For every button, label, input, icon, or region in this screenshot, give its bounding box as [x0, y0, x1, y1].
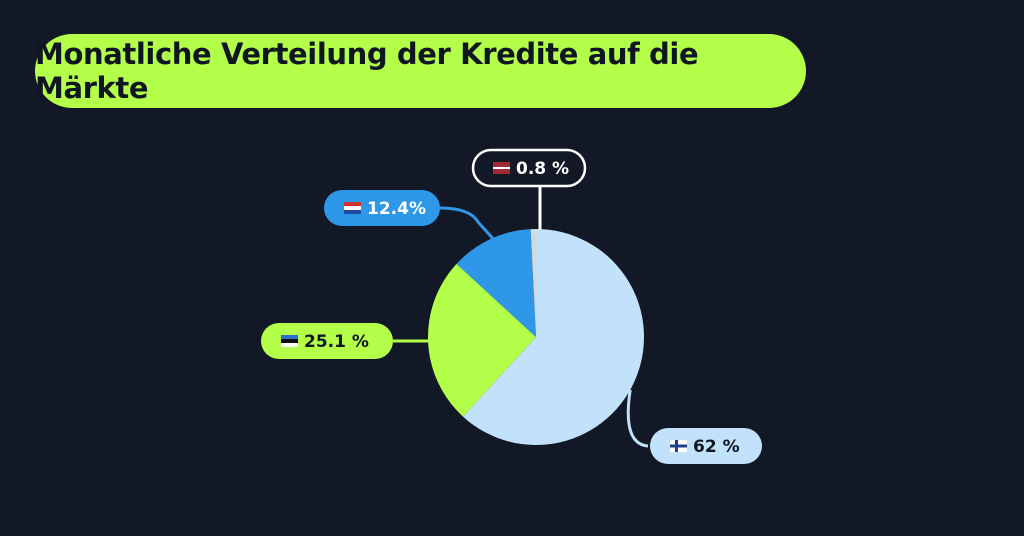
- netherlands-flag-icon: [344, 202, 361, 214]
- slice-label-pill: [324, 190, 440, 226]
- slice-label-pill: [471, 148, 587, 188]
- pie-slice: [530, 229, 536, 337]
- slice-label-text: 0.8 %: [516, 159, 569, 179]
- slice-label: 62 %: [650, 428, 762, 464]
- pie-slice: [462, 229, 645, 446]
- chart-title: Monatliche Verteilung der Kredite auf di…: [35, 37, 699, 105]
- callout-line: [626, 389, 649, 448]
- slice-label: 25.1 %: [261, 323, 393, 359]
- latvia-flag-icon: [493, 162, 510, 174]
- slice-label-pill: [650, 428, 762, 464]
- slice-label-text: 25.1 %: [304, 332, 369, 352]
- estonia-flag-icon: [281, 335, 298, 347]
- pie-slice: [456, 229, 536, 337]
- chart-title-pill: Monatliche Verteilung der Kredite auf di…: [35, 34, 806, 108]
- slice-label-text: 62 %: [693, 437, 740, 457]
- pie-slice: [428, 263, 536, 417]
- slice-label: 0.8 %: [471, 148, 587, 188]
- slice-label-pill: [261, 323, 393, 359]
- slice-label-text: 12.4%: [367, 199, 426, 219]
- callout-line: [439, 206, 498, 244]
- slice-label: 12.4%: [324, 190, 440, 226]
- finland-flag-icon: [670, 440, 687, 452]
